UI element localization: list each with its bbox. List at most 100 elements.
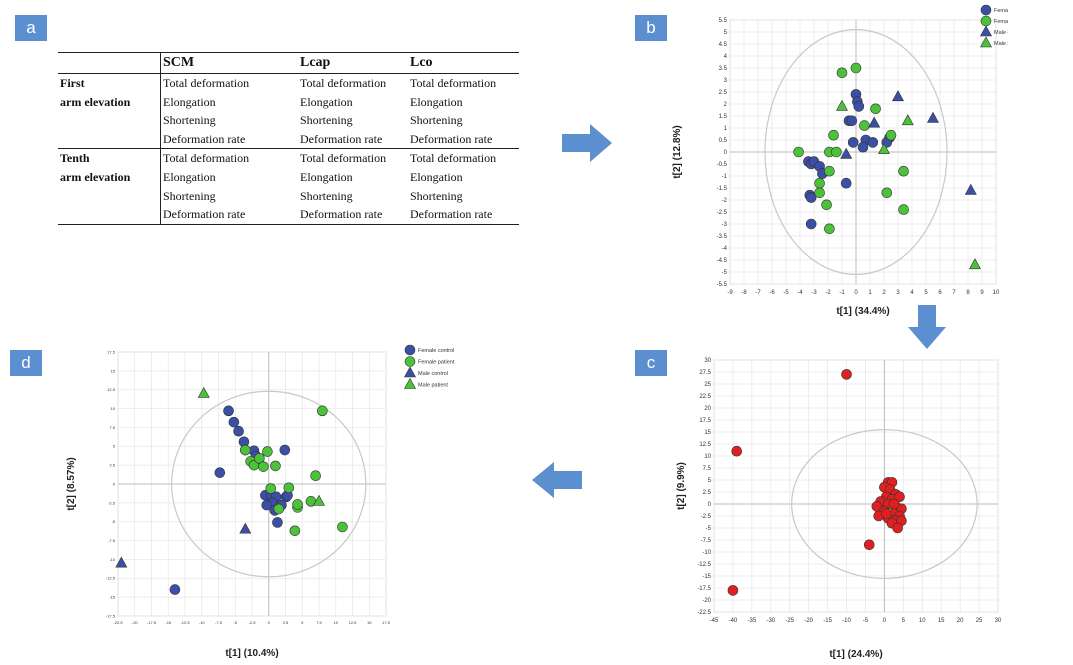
y-tick-label: 5.5 [719,18,728,24]
x-tick-label: 9 [980,290,984,296]
y-tick-label: -0.5 [717,162,728,168]
y-tick-label: -5.5 [717,282,728,288]
y-tick-label: 5 [708,478,712,484]
data-point [274,504,284,514]
x-tick-label: -17.5 [147,620,157,625]
data-point [824,224,834,234]
table-cell: Shortening [161,187,299,206]
y-tick-label: 7.5 [703,466,712,472]
x-tick-label: -20 [804,618,813,624]
table-cell: Shortening [408,187,519,206]
y-tick-label: -1.5 [717,186,728,192]
data-point [272,517,282,527]
panel-a-badge: a [15,15,47,41]
x-tick-label: -5 [863,618,869,624]
x-tick-label: -6 [769,290,775,296]
y-tick-label: -10 [109,557,116,562]
y-axis-label: t[2] (9.9%) [676,462,687,510]
y-tick-label: 5 [113,444,116,449]
scatter-plot-c: -45 -40 -35 -30 -25 -20 -15 -10 -5 0 5 10 15 20 25 3030… [676,348,1006,664]
y-tick-label: 2.5 [109,463,115,468]
y-tick-label: -17.5 [697,586,711,592]
y-tick-label: 22.5 [699,394,711,400]
data-point [732,446,742,456]
row-group-label: arm elevation [58,168,161,187]
y-tick-label: -22.5 [697,610,711,616]
x-tick-label: -20 [132,620,139,625]
table-cell: Total deformation [408,74,519,93]
x-tick-label: -15 [165,620,172,625]
legend-marker [405,367,416,377]
x-tick-label: 2 [882,290,886,296]
y-tick-label: -2.5 [717,210,728,216]
legend-marker [981,16,991,26]
x-tick-label: -12.5 [180,620,190,625]
y-tick-label: 10 [111,406,116,411]
x-axis-label: t[1] (24.4%) [829,649,882,660]
table-cell: Total deformation [298,74,408,93]
table-cell: Elongation [298,168,408,187]
legend-label: Male control [418,371,448,377]
panel-d-badge: d [10,350,42,376]
x-tick-label: 2.5 [283,620,289,625]
y-tick-label: 1 [724,126,728,132]
y-tick-label: 17.5 [699,418,711,424]
y-tick-label: 25 [704,382,711,388]
data-point [284,483,294,493]
table-row: Shortening Shortening Shortening [58,187,519,206]
y-tick-label: -15 [109,595,116,600]
data-point [829,130,839,140]
y-tick-label: -5 [722,270,728,276]
x-tick-label: -7 [755,290,761,296]
data-point [822,200,832,210]
data-point [215,468,225,478]
table-header-scm: SCM [161,53,299,74]
arrow-right-icon [562,124,612,162]
y-tick-label: 15 [704,430,711,436]
legend-label: Female control [994,8,1008,14]
data-point [311,471,321,481]
y-tick-label: -12.5 [106,576,116,581]
x-tick-label: -5 [233,620,237,625]
data-point [170,585,180,595]
data-point [815,178,825,188]
scatter-plot-b: -9 -8 -7 -6 -5 -4 -3 -2 -1 0 1 2 3 4 5 6 7 8 9 105.554.543.… [668,2,1008,324]
table-cell: Shortening [298,111,408,130]
table-cell: Total deformation [408,149,519,168]
table-cell: Elongation [161,168,299,187]
y-tick-label: 20 [704,406,711,412]
x-tick-label: -2 [825,290,831,296]
data-point [280,445,290,455]
panel-c-badge: c [635,350,667,376]
x-tick-label: 20 [957,618,964,624]
table-cell: Deformation rate [408,130,519,149]
data-point [848,137,858,147]
x-tick-label: 15 [938,618,945,624]
y-tick-label: -3 [722,222,728,228]
y-tick-label: -2.5 [701,514,712,520]
y-axis-label: t[2] (12.8%) [672,125,683,178]
legend-label: Female patient [994,19,1008,25]
y-tick-label: -4.5 [717,258,728,264]
x-tick-label: -7.5 [215,620,223,625]
y-tick-label: -15 [702,574,711,580]
data-point [266,484,276,494]
legend-label: Male patient [418,383,448,389]
x-tick-label: -2.5 [249,620,257,625]
x-tick-label: 3 [896,290,900,296]
y-tick-label: 7.5 [109,425,115,430]
y-tick-label: 17.5 [107,349,116,354]
data-point [262,447,272,457]
table-row: Shortening Shortening Shortening [58,111,519,130]
table-cell: Deformation rate [161,205,299,224]
table-row: arm elevation Elongation Elongation Elon… [58,168,519,187]
legend-marker [405,345,415,355]
legend-label: Male control [994,30,1008,36]
table-cell: Total deformation [298,149,408,168]
x-tick-label: -15 [823,618,832,624]
y-tick-label: 3.5 [719,66,728,72]
table-cell: Shortening [408,111,519,130]
y-tick-label: -5 [706,526,712,532]
table-row: First Total deformation Total deformatio… [58,74,519,93]
y-tick-label: 3 [724,78,728,84]
